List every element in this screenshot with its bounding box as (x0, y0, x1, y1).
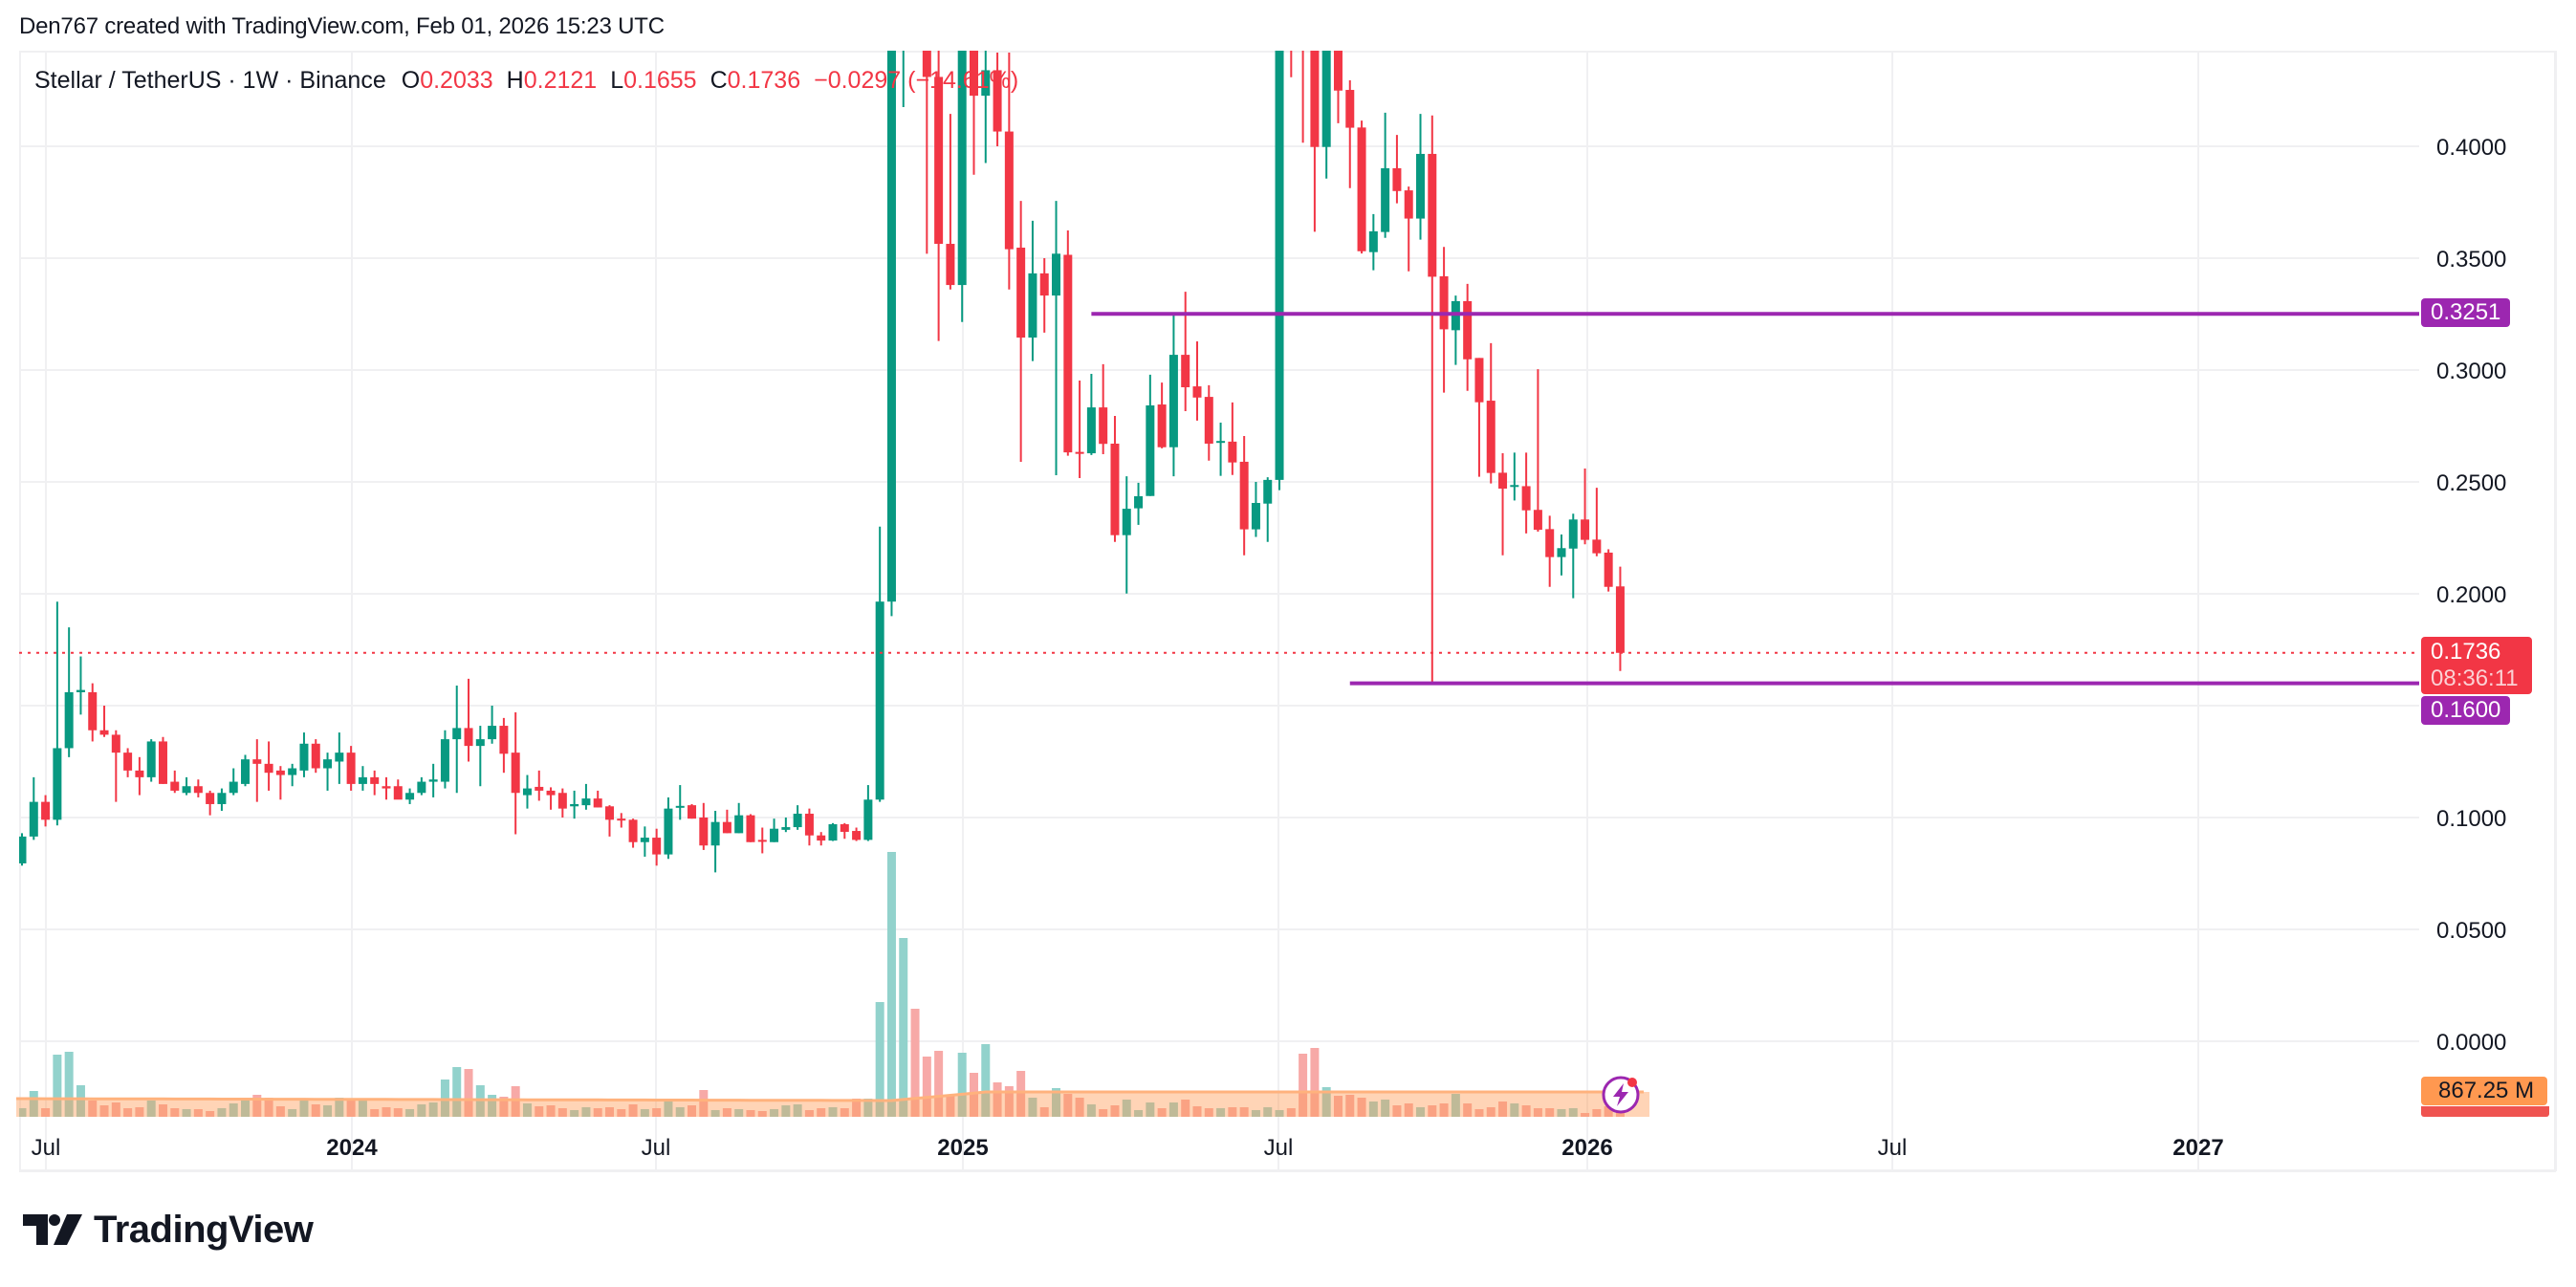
last-price-tag: 0.1736 08:36:11 (2421, 637, 2532, 694)
lightning-bolt-icon[interactable] (1602, 1076, 1640, 1114)
candlesticks (19, 51, 1625, 873)
low-label: L (610, 67, 624, 94)
price-tick-label: 0.4000 (2436, 135, 2506, 161)
resistance-price-tag: 0.3251 (2421, 298, 2511, 327)
price-tick-label: 0.3000 (2436, 359, 2506, 384)
tradingview-logo-icon (23, 1214, 82, 1245)
change-value: −0.0297 (−14.61%) (814, 67, 1019, 94)
attribution-text: Den767 created with TradingView.com, Feb… (19, 13, 665, 39)
grid-lines (19, 51, 2557, 1171)
open-value: 0.2033 (420, 67, 493, 94)
low-value: 0.1655 (623, 67, 697, 94)
symbol-legend: Stellar / TetherUS · 1W · Binance O0.2033… (34, 67, 1032, 95)
symbol-name[interactable]: Stellar / TetherUS · 1W · Binance (34, 67, 386, 94)
high-value: 0.2121 (523, 67, 598, 94)
tradingview-logo[interactable]: TradingView (23, 1208, 314, 1251)
volume-ma-area (16, 1090, 1650, 1117)
price-tick-label: 0.0000 (2436, 1030, 2506, 1056)
support-price-tag: 0.1600 (2421, 696, 2511, 725)
volume-tag-clipped (2421, 1106, 2549, 1117)
open-label: O (401, 67, 421, 94)
price-tick-label: 0.2500 (2436, 470, 2506, 496)
price-axis[interactable]: 0.4000 0.3500 0.3000 0.2500 0.2000 0.1000 0.05… (2436, 135, 2506, 1056)
time-axis[interactable]: Jul 2024 Jul 2025 Jul 2026 Jul 2027 (19, 1135, 2556, 1172)
resistance-price: 0.3251 (2431, 299, 2501, 325)
high-label: H (506, 67, 524, 94)
close-value: 0.1736 (727, 67, 801, 94)
time-tick-label: Jul (642, 1135, 671, 1161)
time-tick-label: 2027 (2172, 1135, 2223, 1161)
time-tick-label: Jul (32, 1135, 61, 1161)
close-label: C (709, 67, 728, 94)
support-price: 0.1600 (2431, 697, 2501, 723)
price-tick-label: 0.3500 (2436, 247, 2506, 273)
price-tick-label: 0.2000 (2436, 582, 2506, 608)
time-tick-label: 2026 (1561, 1135, 1612, 1161)
bar-countdown: 08:36:11 (2431, 665, 2519, 691)
time-tick-label: 2025 (937, 1135, 988, 1161)
horizontal-lines[interactable] (19, 312, 2419, 686)
tradingview-logo-text: TradingView (94, 1208, 314, 1251)
time-tick-label: Jul (1878, 1135, 1908, 1161)
price-tick-label: 0.0500 (2436, 918, 2506, 944)
price-tick-label: 0.1000 (2436, 806, 2506, 832)
volume-ma-tag: 867.25 M (2421, 1077, 2548, 1105)
last-price: 0.1736 (2431, 639, 2501, 665)
time-tick-label: Jul (1264, 1135, 1294, 1161)
time-tick-label: 2024 (326, 1135, 378, 1161)
volume-ma-value: 867.25 M (2438, 1078, 2535, 1103)
volume-bars (19, 852, 1625, 1117)
